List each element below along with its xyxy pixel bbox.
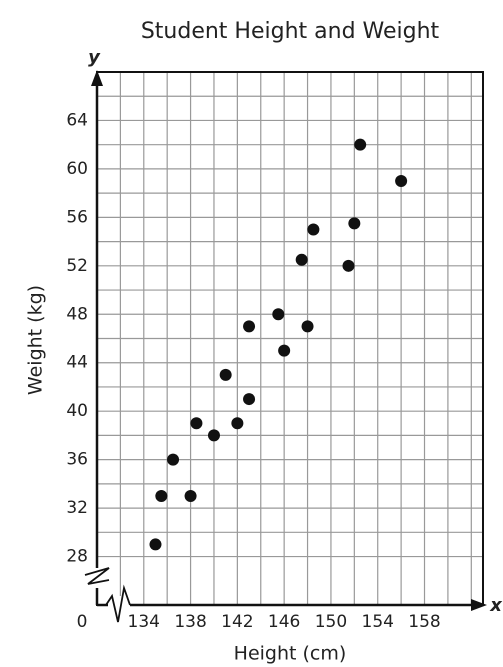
y-tick-label: 32 xyxy=(66,498,88,518)
point xyxy=(278,344,291,357)
point xyxy=(354,138,367,151)
origin-label: 0 xyxy=(77,612,88,632)
x-tick-label: 154 xyxy=(362,612,394,632)
x-tick-label: 134 xyxy=(128,612,160,632)
point xyxy=(231,417,244,430)
x-tick-label: 158 xyxy=(408,612,440,632)
y-tick-label: 28 xyxy=(66,547,88,567)
x-tick-label: 142 xyxy=(221,612,253,632)
point xyxy=(155,489,168,502)
point xyxy=(272,308,285,321)
point xyxy=(342,259,355,272)
y-tick-label: 36 xyxy=(66,450,88,470)
point xyxy=(190,417,203,430)
point xyxy=(395,175,408,188)
grid xyxy=(97,72,483,605)
point xyxy=(149,538,162,551)
y-tick-label: 52 xyxy=(66,256,88,276)
y-tick-label: 60 xyxy=(66,159,88,179)
point xyxy=(167,453,180,466)
point xyxy=(243,320,256,333)
y-arrow xyxy=(91,70,103,86)
y-axis-label: Weight (kg) xyxy=(25,285,47,395)
point xyxy=(301,320,314,333)
x-tick-label: 138 xyxy=(174,612,206,632)
y-tick-label: 64 xyxy=(66,110,88,130)
y-tick-label: 44 xyxy=(66,353,88,373)
point xyxy=(295,253,308,266)
point xyxy=(207,429,220,442)
point xyxy=(219,368,232,381)
chart-title: Student Height and Weight xyxy=(141,19,440,44)
y-break xyxy=(84,567,110,585)
x-arrow xyxy=(471,599,487,611)
y-axis-letter: y xyxy=(88,47,101,68)
point xyxy=(348,217,361,230)
x-axis-letter: x xyxy=(489,595,503,616)
point xyxy=(184,489,197,502)
x-axis-label: Height (cm) xyxy=(234,643,347,665)
point xyxy=(243,393,256,406)
x-tick-label: 150 xyxy=(315,612,347,632)
y-tick-label: 48 xyxy=(66,304,88,324)
y-tick-label: 40 xyxy=(66,401,88,421)
x-break xyxy=(105,584,131,623)
y-tick-label: 56 xyxy=(66,207,88,227)
x-tick-label: 146 xyxy=(268,612,300,632)
point xyxy=(307,223,320,236)
